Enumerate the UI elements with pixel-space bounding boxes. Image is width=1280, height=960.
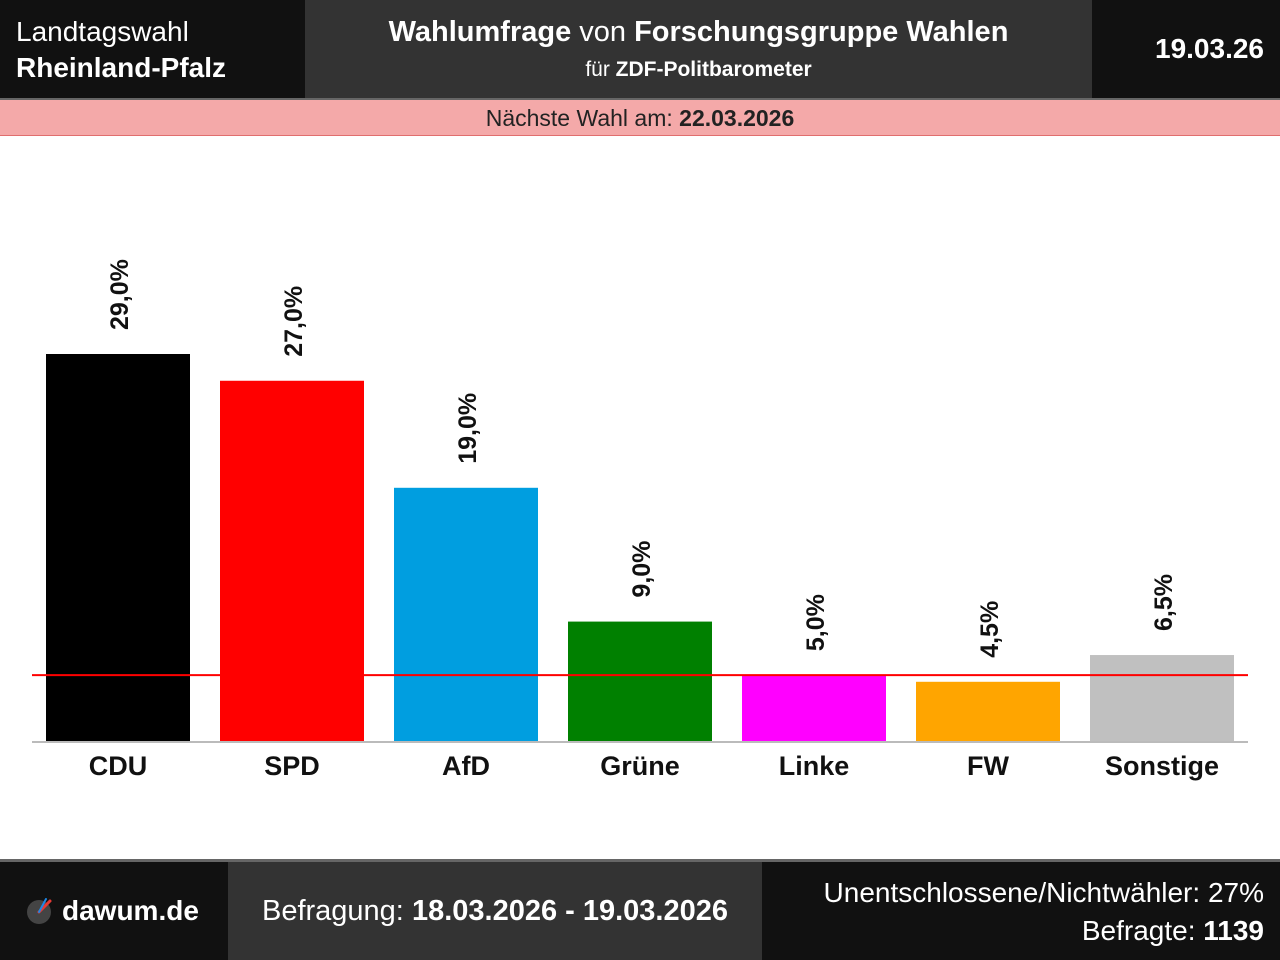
- next-election-banner: Nächste Wahl am: 22.03.2026: [0, 100, 1280, 136]
- value-label-fw: 4,5%: [976, 601, 1004, 658]
- category-label-spd: SPD: [264, 751, 320, 781]
- value-label-spd: 27,0%: [280, 286, 308, 357]
- bar-gruene: [568, 621, 712, 742]
- poll-subtitle: für ZDF-Politbarometer: [305, 56, 1092, 84]
- bar-afd: [394, 487, 538, 742]
- category-label-sonstige: Sonstige: [1105, 751, 1219, 781]
- client-prefix: für: [585, 58, 616, 81]
- category-label-cdu: CDU: [89, 751, 148, 781]
- header-bar: Landtagswahl Rheinland-Pfalz Wahlumfrage…: [0, 0, 1280, 98]
- brand-name[interactable]: dawum.de: [62, 895, 199, 926]
- survey-label: Befragung:: [261, 895, 412, 927]
- undecided-label: Unentschlossene/Nichtwähler:: [823, 877, 1208, 908]
- category-label-gruene: Grüne: [600, 751, 680, 781]
- bar-sonstige: [1090, 655, 1234, 742]
- poll-title-word: Wahlumfrage: [388, 16, 572, 48]
- value-label-cdu: 29,0%: [106, 259, 134, 330]
- poll-title-connector: von: [571, 16, 635, 48]
- bar-cdu: [46, 354, 190, 742]
- survey-stats: Unentschlossene/Nichtwähler: 27% Befragt…: [762, 862, 1280, 960]
- bar-fw: [916, 681, 1060, 742]
- value-label-linke: 5,0%: [802, 594, 830, 651]
- election-info: Landtagswahl Rheinland-Pfalz: [0, 0, 305, 98]
- value-label-sonstige: 6,5%: [1150, 574, 1178, 631]
- respondents-label: Befragte:: [1081, 915, 1204, 946]
- client-name: ZDF-Politbarometer: [615, 58, 812, 81]
- value-label-afd: 19,0%: [454, 393, 482, 464]
- survey-dates: 18.03.2026 - 19.03.2026: [411, 895, 728, 927]
- poll-title: Wahlumfrage von Forschungsgruppe Wahlen: [305, 14, 1092, 50]
- respondents-value: 1139: [1203, 915, 1264, 946]
- poll-date: 19.03.26: [1092, 0, 1280, 98]
- undecided-value: 27%: [1207, 877, 1264, 908]
- bar-linke: [742, 675, 886, 742]
- value-label-gruene: 9,0%: [628, 541, 656, 598]
- category-label-fw: FW: [967, 751, 1009, 781]
- bar-spd: [220, 380, 364, 742]
- footer-divider: [0, 859, 1280, 862]
- state-name: Rheinland-Pfalz: [16, 52, 227, 83]
- institute-name: Forschungsgruppe Wahlen: [634, 16, 1009, 48]
- survey-period: Befragung: 18.03.2026 - 19.03.2026: [228, 862, 762, 960]
- header-divider: [0, 98, 1280, 100]
- category-label-linke: Linke: [779, 751, 850, 781]
- next-election-date: 22.03.2026: [679, 105, 795, 131]
- poll-title-block: Wahlumfrage von Forschungsgruppe Wahlen …: [305, 0, 1092, 98]
- category-label-afd: AfD: [442, 751, 490, 781]
- next-election-label: Nächste Wahl am:: [485, 105, 680, 131]
- footer-branding: dawum.de: [0, 862, 228, 960]
- undecided-line: Unentschlossene/Nichtwähler: 27%: [762, 874, 1264, 912]
- poll-bar-chart: 29,0% CDU 27,0% SPD 19,0% AfD 9,0% Grüne 5,0% Lin…: [32, 259, 1248, 781]
- respondents-line: Befragte: 1139: [762, 912, 1264, 950]
- footer-bar: dawum.de Befragung: 18.03.2026 - 19.03.2…: [0, 862, 1280, 960]
- election-type: Landtagswahl: [16, 16, 189, 47]
- dawum-logo-icon: [27, 898, 52, 924]
